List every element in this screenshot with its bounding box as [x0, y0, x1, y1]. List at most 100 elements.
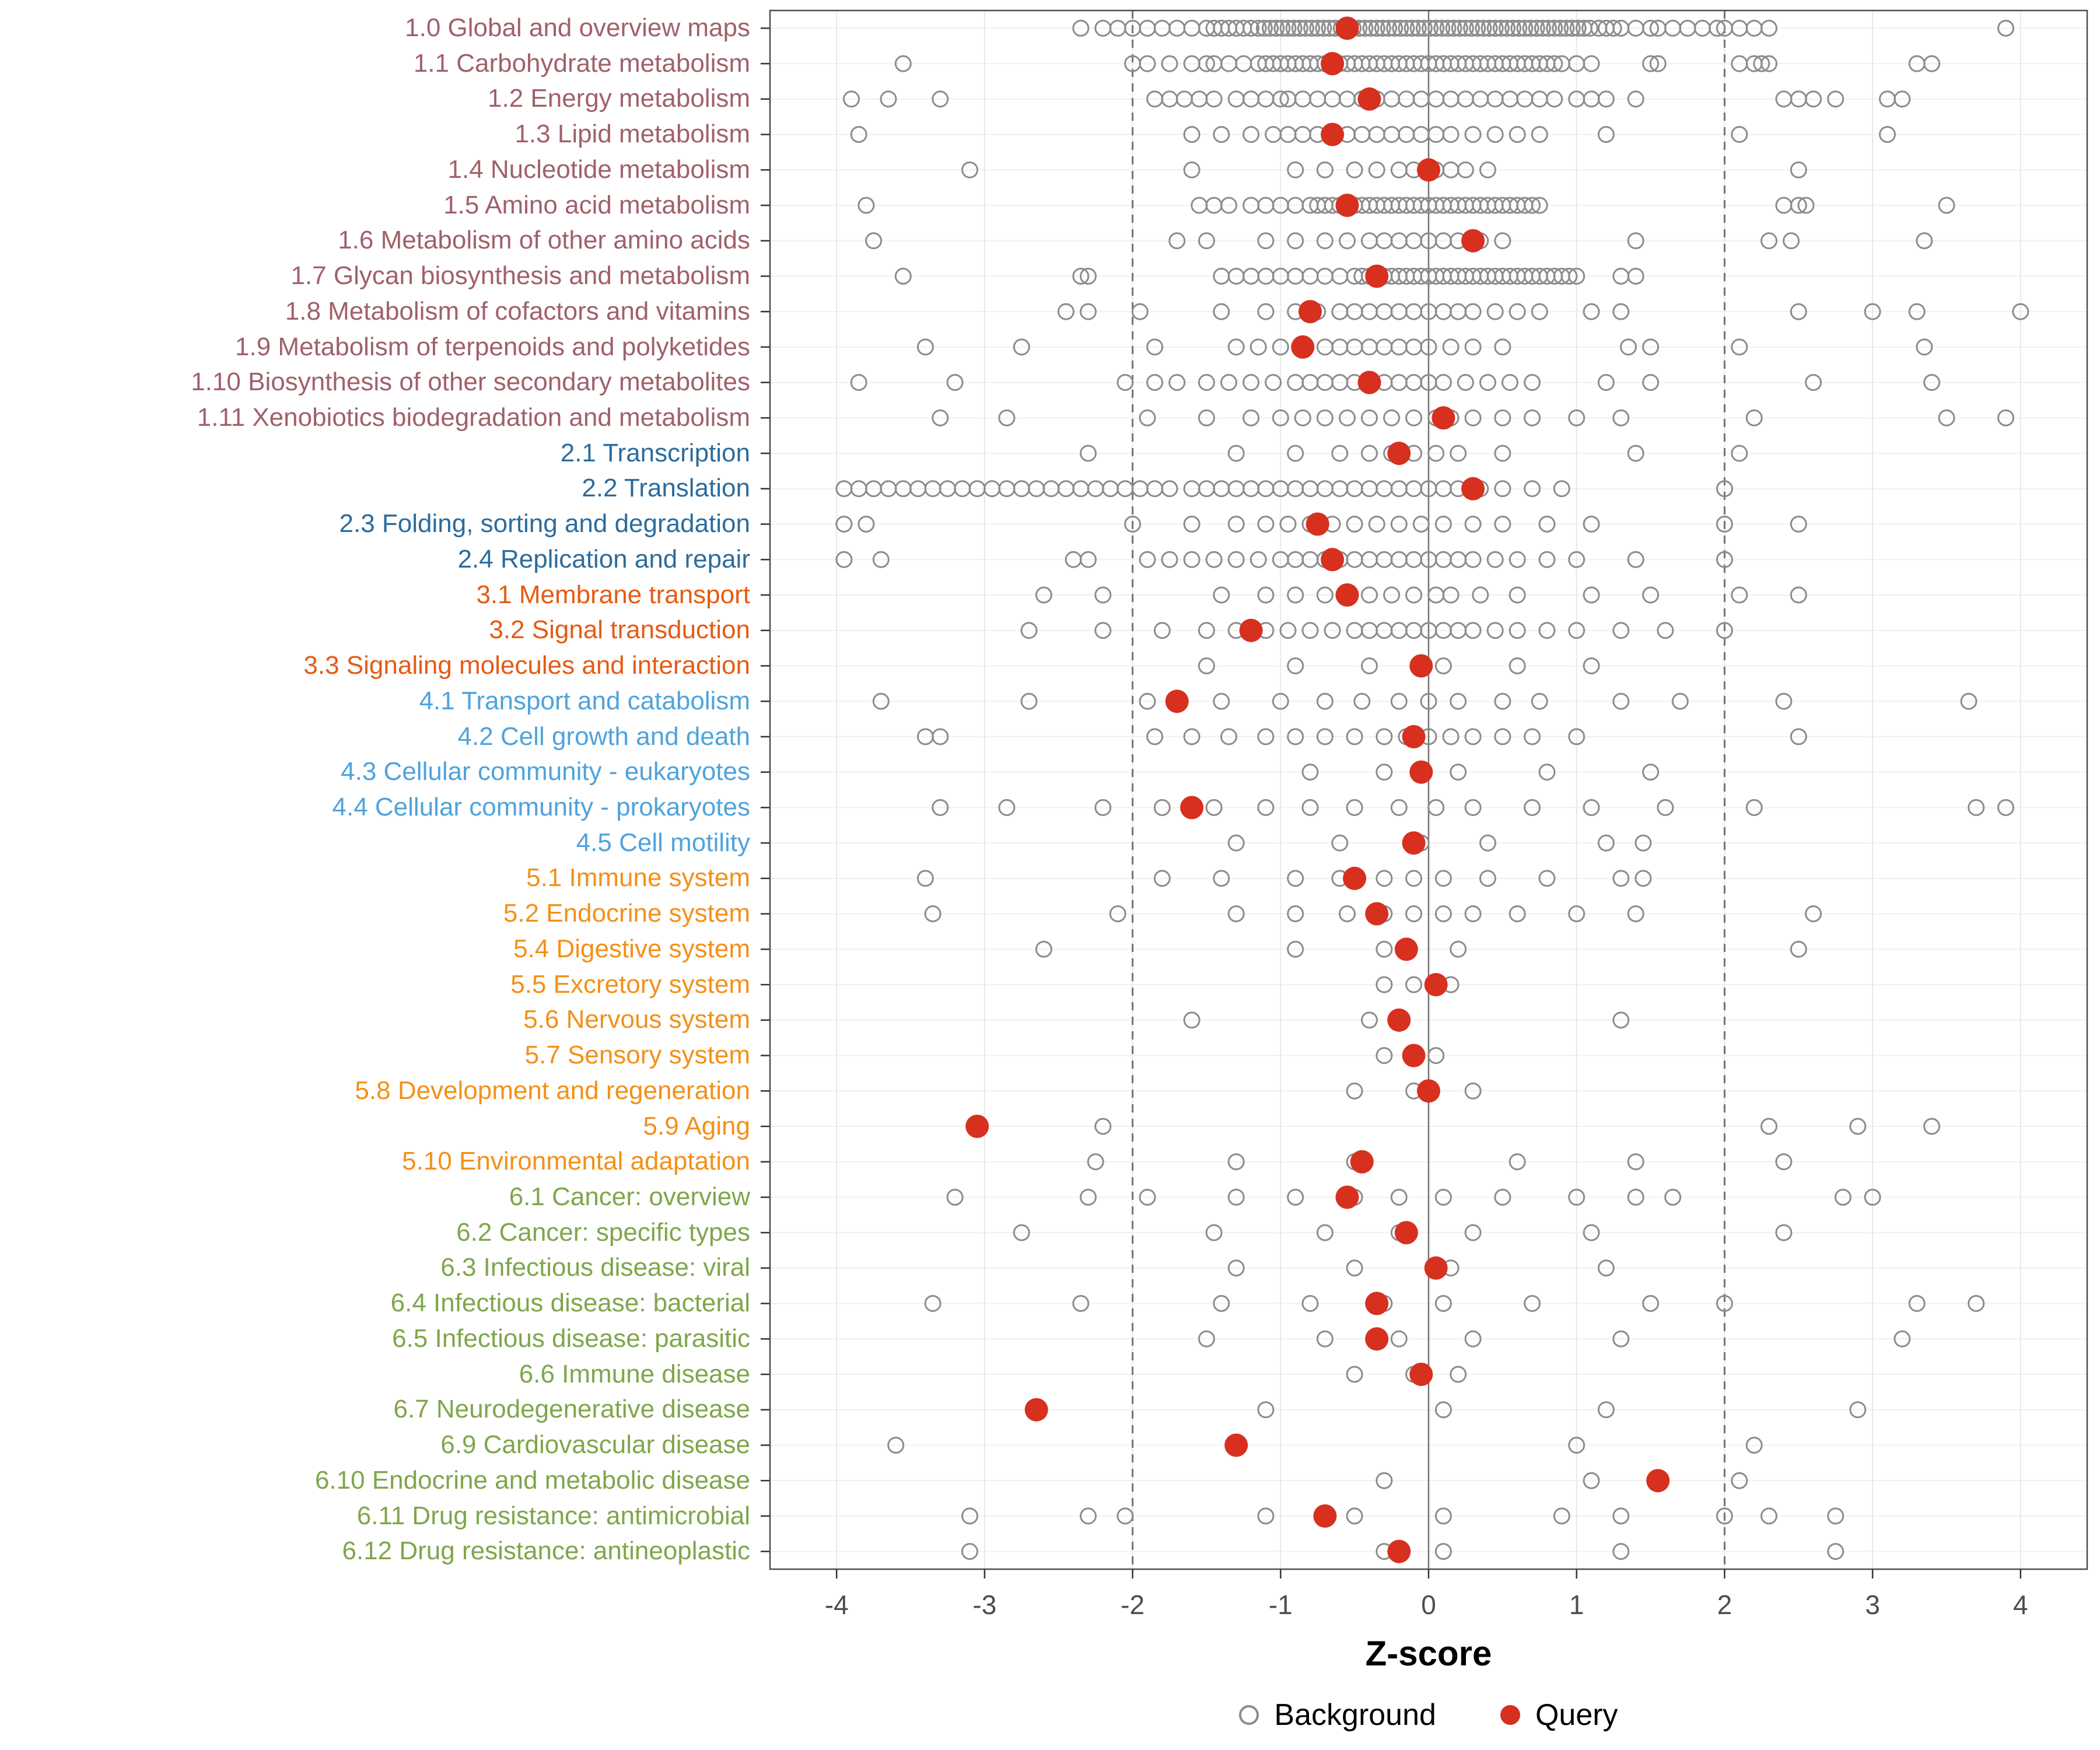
query-point [1387, 442, 1411, 466]
background-point [1227, 834, 1245, 852]
background-point [1383, 586, 1401, 604]
background-point [1434, 1295, 1452, 1312]
background-point [1205, 799, 1223, 816]
y-axis-label: 3.2 Signal transduction [489, 615, 750, 645]
background-point [1427, 19, 1445, 37]
background-point [1339, 409, 1356, 426]
background-point [1434, 516, 1452, 533]
background-point [1139, 55, 1156, 72]
background-point [1464, 303, 1482, 320]
background-point [1731, 586, 1748, 604]
background-point [1409, 19, 1427, 37]
background-point [1072, 268, 1090, 285]
background-point [1273, 19, 1291, 37]
background-point [1508, 905, 1526, 922]
background-point [1716, 622, 1733, 639]
background-point [1442, 586, 1460, 604]
background-point [1560, 268, 1578, 285]
background-point [1642, 19, 1660, 37]
y-axis-label: 5.9 Aging [643, 1111, 751, 1140]
background-point [1546, 55, 1563, 72]
background-point [1139, 1188, 1156, 1206]
background-point [1301, 764, 1319, 781]
background-point [1479, 161, 1496, 178]
background-point [1923, 374, 1941, 391]
y-axis-label: 6.6 Immune disease [519, 1359, 750, 1388]
background-point [1390, 692, 1408, 710]
background-point [1427, 1047, 1445, 1064]
query-point [1365, 264, 1389, 288]
background-point [1316, 728, 1334, 746]
background-point [1080, 551, 1097, 568]
background-point [1116, 1507, 1134, 1525]
background-point [1531, 126, 1548, 143]
y-axis-label: 6.2 Cancer: specific types [456, 1217, 750, 1247]
background-point [1790, 586, 1807, 604]
reference-lines [1132, 10, 1726, 1569]
background-point [1849, 1401, 1867, 1419]
background-point [1534, 19, 1551, 37]
background-point [1376, 976, 1393, 993]
background-point [1479, 834, 1496, 852]
background-point [1531, 303, 1548, 320]
background-point [1508, 303, 1526, 320]
background-point [1242, 126, 1260, 143]
background-point [1775, 1153, 1793, 1171]
background-point [1146, 338, 1164, 356]
background-point [1538, 622, 1556, 639]
background-point [1376, 1047, 1393, 1064]
background-point [1013, 338, 1030, 356]
background-point [1583, 799, 1600, 816]
background-point [1805, 374, 1822, 391]
background-point [1627, 444, 1644, 462]
background-point [998, 799, 1016, 816]
background-point [1198, 374, 1215, 391]
y-axis-label: 2.3 Folding, sorting and degradation [339, 509, 751, 538]
background-point [1597, 834, 1615, 852]
background-point [1464, 728, 1482, 746]
query-point [1461, 229, 1485, 253]
background-point [1376, 870, 1393, 887]
background-point [1161, 55, 1178, 72]
background-point [1183, 516, 1200, 533]
background-point [1368, 19, 1385, 37]
y-axis-label: 6.7 Neurodegenerative disease [393, 1395, 750, 1424]
query-point [1461, 477, 1485, 501]
background-point [1486, 19, 1504, 37]
background-point [1538, 870, 1556, 887]
background-point [1612, 1330, 1630, 1348]
background-point [1257, 303, 1275, 320]
background-point [1153, 622, 1171, 639]
background-point [1538, 516, 1556, 533]
background-point [1494, 444, 1511, 462]
row-background-points [1376, 1047, 1445, 1064]
background-point [1494, 728, 1511, 746]
background-point [1597, 374, 1615, 391]
y-axis-label: 5.10 Environmental adaptation [402, 1147, 750, 1176]
background-point [1968, 1295, 1985, 1312]
background-point [1494, 1188, 1511, 1206]
background-point [1464, 1082, 1482, 1100]
open-circle-icon [1239, 1705, 1259, 1725]
background-point [1080, 268, 1097, 285]
background-point [1612, 692, 1630, 710]
background-point [1494, 692, 1511, 710]
background-point [1434, 1188, 1452, 1206]
background-point [1524, 409, 1541, 426]
background-point [1760, 1507, 1777, 1525]
background-point [1287, 870, 1304, 887]
background-point [1279, 19, 1297, 37]
background-point [1362, 19, 1380, 37]
background-point [1339, 905, 1356, 922]
background-point [1524, 197, 1541, 214]
background-point [1634, 870, 1652, 887]
background-point [1374, 19, 1391, 37]
background-point [1464, 1224, 1482, 1241]
background-point [1499, 19, 1516, 37]
background-point [1139, 551, 1156, 568]
y-axis-label: 1.2 Energy metabolism [488, 84, 750, 113]
row-background-points [843, 90, 1911, 108]
background-point [1035, 940, 1052, 958]
background-point [1213, 126, 1230, 143]
query-point [1024, 1398, 1048, 1422]
